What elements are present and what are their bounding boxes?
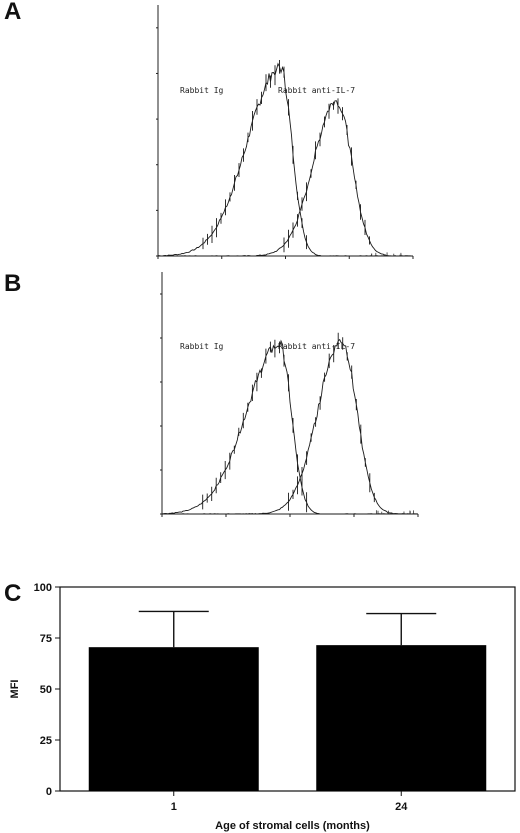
hist-b-series-anti-il7 <box>161 332 419 515</box>
y-tick-label-75: 75 <box>40 633 52 645</box>
hist-b-series-rabbit-ig <box>161 339 419 515</box>
x-tick-label-1: 1 <box>171 801 177 813</box>
hist-a-series-rabbit-ig <box>157 60 413 257</box>
panel-b-label-rabbit-ig: Rabbit Ig <box>180 342 224 351</box>
panel-b-label-anti-il7: Rabbit anti-IL-7 <box>278 342 356 351</box>
panel-a-label-anti-il7: Rabbit anti-IL-7 <box>278 86 356 95</box>
y-tick-label-0: 0 <box>46 786 52 798</box>
x-axis-title: Age of stromal cells (months) <box>215 820 370 832</box>
bar-24 <box>316 645 487 791</box>
hist-a-series-anti-il7 <box>157 98 413 257</box>
y-tick-label-25: 25 <box>40 735 52 747</box>
y-tick-label-100: 100 <box>34 582 52 594</box>
panel-c-letter: C <box>4 580 22 607</box>
y-axis-title: MFI <box>9 680 21 699</box>
panel-a-label-rabbit-ig: Rabbit Ig <box>180 86 224 95</box>
panel-a-letter: A <box>4 0 22 25</box>
y-tick-label-50: 50 <box>40 684 52 696</box>
bar-1 <box>88 647 259 791</box>
panel-b-letter: B <box>4 270 22 297</box>
x-tick-label-24: 24 <box>395 801 408 813</box>
